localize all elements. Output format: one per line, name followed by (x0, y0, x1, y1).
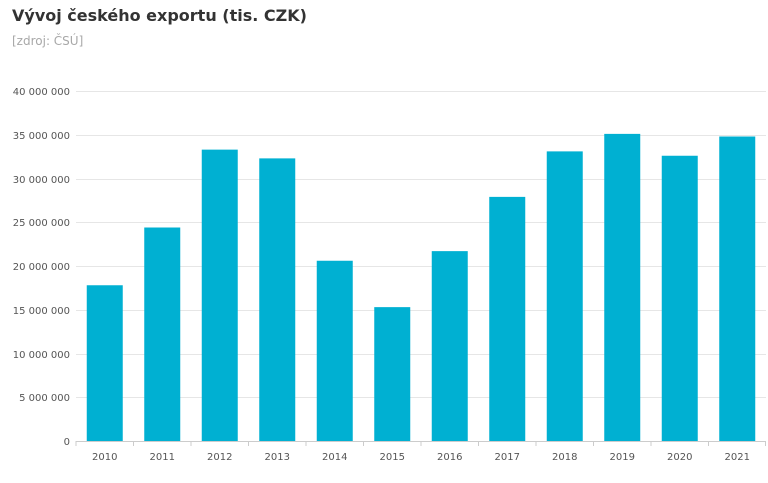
x-tick-label: 2010 (92, 452, 117, 463)
y-tick-label: 10 000 000 (13, 350, 70, 361)
x-tick-label: 2021 (725, 452, 750, 463)
bar-2018 (546, 151, 583, 442)
x-tick-label: 2016 (437, 452, 462, 463)
gridlines (76, 91, 766, 398)
y-tick-label: 0 (64, 437, 70, 448)
y-tick-label: 35 000 000 (13, 131, 70, 142)
chart-title: Vývoj českého exportu (tis. CZK) (12, 6, 307, 25)
bar-2016 (431, 251, 468, 442)
bar-2012 (201, 149, 238, 442)
x-tick-label: 2015 (380, 452, 405, 463)
y-tick-label: 5 000 000 (19, 393, 70, 404)
x-tick-label: 2018 (552, 452, 577, 463)
y-tick-label: 15 000 000 (13, 306, 70, 317)
x-tick-label: 2013 (265, 452, 290, 463)
x-tick-label: 2019 (610, 452, 635, 463)
bar-2021 (719, 136, 756, 441)
x-axis-labels: 2010 2011 2012 2013 2014 2015 2016 2017 2018 2019… (92, 452, 750, 463)
y-tick-label: 40 000 000 (13, 87, 70, 98)
chart-source: [zdroj: ČSÚ] (12, 34, 84, 48)
bar-2011 (144, 227, 181, 441)
bar-2014 (316, 260, 353, 441)
bar-2015 (374, 307, 411, 442)
x-tick-label: 2012 (207, 452, 232, 463)
bar-2020 (661, 155, 698, 441)
y-axis-labels: 0 5 000 000 10 000 000 15 000 000 20 000 000… (13, 87, 70, 448)
x-tick-label: 2011 (150, 452, 175, 463)
y-tick-label: 20 000 000 (13, 262, 70, 273)
bar-2017 (489, 196, 526, 442)
x-tick-label: 2017 (495, 452, 520, 463)
bar-2019 (604, 133, 641, 442)
bar-2010 (86, 285, 123, 441)
y-tick-label: 25 000 000 (13, 218, 70, 229)
y-tick-label: 30 000 000 (13, 175, 70, 186)
x-tick-label: 2020 (667, 452, 692, 463)
x-axis (75, 441, 766, 446)
x-tick-label: 2014 (322, 452, 347, 463)
bar-2013 (259, 158, 296, 442)
bars (86, 133, 756, 442)
